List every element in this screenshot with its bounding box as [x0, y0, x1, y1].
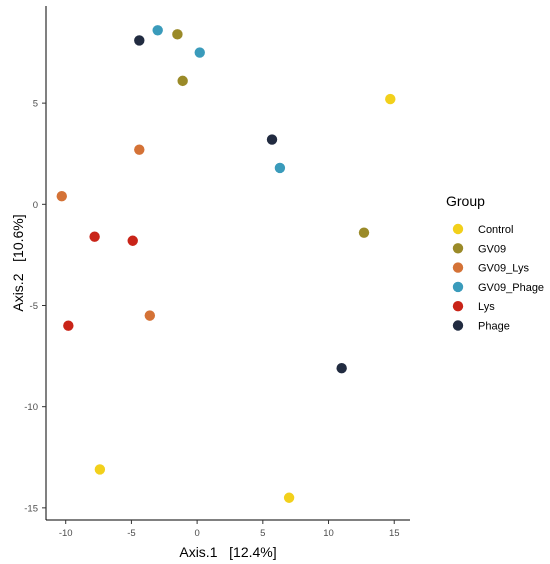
- data-point: [56, 191, 67, 202]
- legend-swatch: [452, 301, 464, 312]
- data-point: [266, 134, 278, 145]
- data-point: [94, 464, 106, 475]
- legend-label: Control: [478, 224, 513, 236]
- y-axis-title: Axis.2 [10.6%]: [10, 214, 26, 311]
- data-point: [274, 162, 286, 174]
- legend-label: Phage: [478, 321, 510, 333]
- legend-swatch: [452, 223, 464, 235]
- legend-swatch: [452, 281, 464, 293]
- y-ticks: 5 0 -5 -10 -15: [24, 99, 46, 514]
- y-tick-label: -10: [24, 402, 38, 413]
- data-point: [358, 227, 370, 238]
- x-ticks: -10 -5 0 5 10 15: [59, 520, 400, 539]
- y-tick-label: 0: [33, 200, 38, 211]
- legend-items: Control GV09 GV09_Lys GV09_Phage Lys Phage: [452, 223, 544, 333]
- x-tick-label: -5: [127, 528, 135, 539]
- x-tick-label: 15: [389, 528, 400, 539]
- data-points: [56, 25, 396, 503]
- data-point: [134, 35, 145, 46]
- legend-swatch: [452, 262, 464, 273]
- legend-swatch: [452, 320, 464, 331]
- legend-label: GV09_Lys: [478, 263, 529, 275]
- y-tick-label: -15: [24, 503, 38, 514]
- data-point: [144, 310, 156, 321]
- legend-label: Lys: [478, 301, 495, 313]
- data-point: [336, 363, 347, 374]
- data-point: [177, 75, 188, 87]
- x-tick-label: 10: [323, 528, 334, 539]
- data-point: [134, 144, 145, 155]
- x-tick-label: 5: [260, 528, 265, 539]
- legend: Group Control GV09 GV09_Lys GV09_Phage Lys Ph…: [446, 193, 544, 333]
- y-tick-label: -5: [30, 301, 38, 312]
- data-point: [283, 492, 295, 503]
- legend-label: GV09_Phage: [478, 282, 544, 294]
- x-axis-title: Axis.1 [12.4%]: [179, 544, 276, 560]
- data-point: [385, 93, 396, 105]
- data-point: [194, 47, 205, 58]
- data-point: [89, 231, 100, 242]
- axes: [45, 6, 410, 521]
- legend-swatch: [452, 243, 464, 254]
- y-tick-label: 5: [33, 99, 38, 110]
- x-tick-label: -10: [59, 528, 73, 539]
- data-point: [127, 235, 138, 246]
- x-tick-label: 0: [194, 528, 199, 539]
- legend-label: GV09: [478, 243, 506, 255]
- data-point: [172, 29, 183, 40]
- legend-title: Group: [446, 193, 485, 209]
- data-point: [63, 320, 74, 331]
- data-point: [152, 25, 163, 36]
